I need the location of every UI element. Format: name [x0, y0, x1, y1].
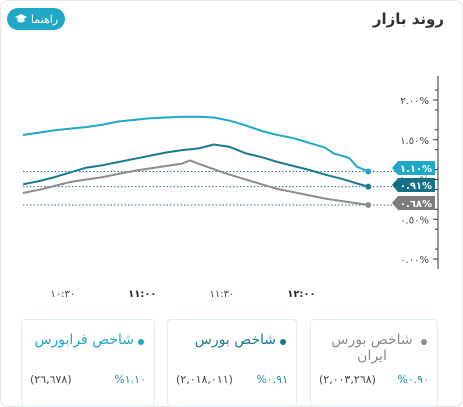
- guide-button[interactable]: راهنما: [7, 8, 65, 30]
- card-title: روند بازار: [372, 10, 444, 28]
- value-tag-fara: ١.١٠%: [392, 161, 435, 175]
- index-percent: ٠.٩١%: [256, 373, 288, 386]
- series-end-point-bourse: [365, 183, 372, 190]
- x-tick-label: ١١:٣٠: [209, 289, 234, 300]
- index-box-bourse-iran[interactable]: شاخص بورس ایران (٢,٠٠٣,٢٦٨) ٠.٩٠%: [310, 319, 438, 407]
- x-tick-label: ١٢:٠٠: [287, 289, 315, 300]
- series-line-fara: [22, 115, 369, 173]
- value-tag-background: [392, 161, 435, 175]
- index-value: (٢,٠١٨,٠١١): [176, 373, 233, 386]
- series-end-point-fara: [365, 168, 372, 175]
- index-percent: ١.١٠%: [114, 373, 146, 386]
- series-end-point-iran: [365, 201, 372, 208]
- value-tag-background: [392, 196, 435, 210]
- index-name-text: شاخص بورس ایران: [331, 332, 413, 364]
- index-name-text: شاخص بورس: [194, 332, 276, 348]
- series-line-bourse: [22, 143, 369, 188]
- index-name-text: شاخص فرابورس: [34, 332, 134, 348]
- value-tag-label: ٠.٩١%: [400, 181, 432, 192]
- value-tag-label: ١.١٠%: [400, 164, 432, 175]
- y-tick-label: ٢.٠٠%: [400, 96, 429, 107]
- market-chart: ٢.٠٠%١.٥٠%١.٠٠%٠.٥٠%٠.٠٠%١٠:٣٠١١:٠٠١١:٣٠…: [22, 76, 439, 300]
- x-tick-label: ١١:٠٠: [128, 289, 156, 300]
- value-tag-bourse: ٠.٩١%: [392, 178, 435, 192]
- index-value: (٢,٠٠٣,٢٦٨): [319, 373, 376, 386]
- series-dot-icon: [138, 339, 144, 345]
- index-value: (٢٦,٦٧٨): [30, 373, 72, 386]
- index-box-farabourse[interactable]: شاخص فرابورس (٢٦,٦٧٨) ١.١٠%: [21, 319, 155, 407]
- index-box-bourse[interactable]: شاخص بورس (٢,٠١٨,٠١١) ٠.٩١%: [167, 319, 297, 407]
- graduation-cap-icon: [14, 14, 27, 23]
- value-tag-background: [392, 178, 435, 192]
- x-tick-label: ١٠:٣٠: [50, 289, 75, 300]
- y-tick-label: ٠.٥٠%: [400, 215, 429, 226]
- index-name: شاخص بورس ایران: [327, 332, 427, 364]
- index-percent: ٠.٩٠%: [397, 373, 429, 386]
- guide-label: راهنما: [30, 12, 59, 26]
- y-tick-label: ١.٥٠%: [400, 136, 429, 147]
- value-tag-iran: ٠.٦٨%: [392, 196, 435, 210]
- index-name: شاخص فرابورس: [34, 332, 144, 348]
- y-tick-label: ٠.٠٠%: [400, 255, 429, 266]
- series-line-iran: [22, 159, 369, 206]
- index-name: شاخص بورس: [195, 332, 286, 348]
- series-dot-icon: [421, 339, 427, 345]
- series-dot-icon: [280, 339, 286, 345]
- value-tag-label: ٠.٦٨%: [400, 199, 432, 210]
